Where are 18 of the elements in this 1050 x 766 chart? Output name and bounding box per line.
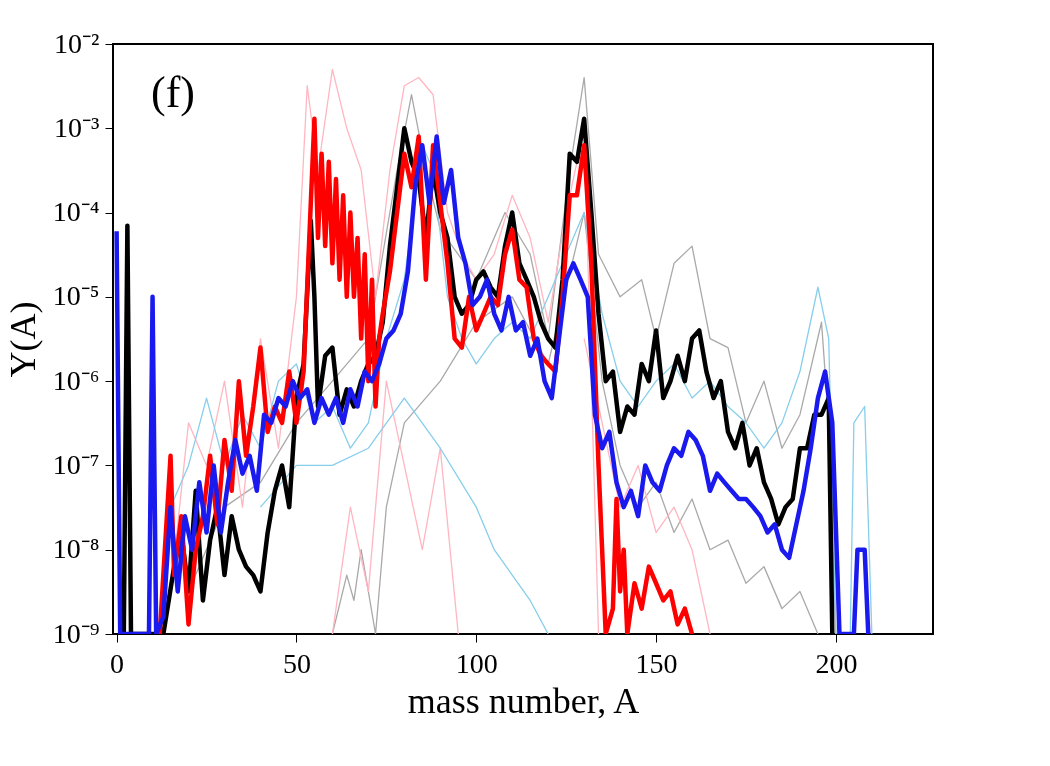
y-tick-label: 10⁻² — [54, 27, 100, 59]
y-tick-label: 10⁻⁷ — [52, 448, 100, 480]
line-series — [157, 116, 695, 634]
y-tick-label: 10⁻³ — [54, 111, 100, 143]
y-axis-title: Y(A) — [2, 301, 43, 378]
annotation: (f) — [151, 68, 195, 117]
line-series — [259, 397, 549, 634]
x-tick-label: 50 — [282, 647, 311, 679]
x-tick-label: 100 — [455, 647, 498, 679]
y-tick-label: 10⁻⁶ — [52, 364, 100, 396]
y-tick-label: 10⁻⁹ — [52, 617, 100, 649]
x-tick-label: 150 — [635, 647, 678, 679]
x-tick-label: 0 — [110, 647, 125, 679]
y-tick-label: 10⁻⁸ — [52, 533, 100, 565]
y-tick-label: 10⁻⁴ — [52, 196, 100, 228]
y-tick-label: 10⁻⁵ — [52, 280, 100, 312]
x-tick-label: 200 — [815, 647, 858, 679]
x-axis-title: mass number, A — [407, 680, 640, 721]
